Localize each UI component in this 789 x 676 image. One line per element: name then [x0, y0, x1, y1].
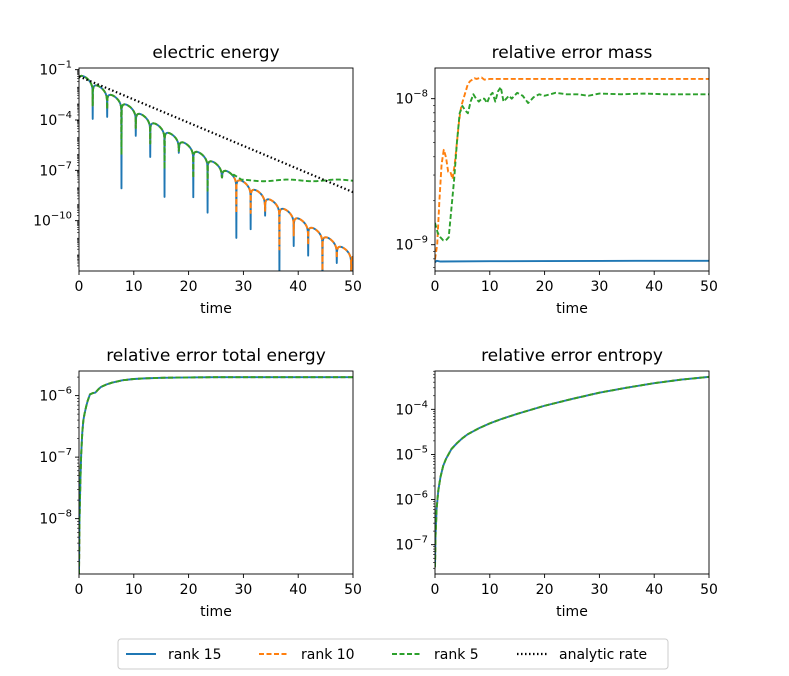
- x-tick-label: 40: [645, 279, 663, 295]
- y-tick-label: 10−10: [33, 211, 72, 230]
- x-axis-label: time: [556, 604, 588, 620]
- y-tick-label: 10−8: [39, 509, 72, 528]
- x-axis-label: time: [200, 604, 232, 620]
- x-tick-label: 40: [289, 582, 307, 598]
- series-line-rank-10: [435, 76, 709, 260]
- x-tick-label: 20: [180, 582, 198, 598]
- series-line-rank-10: [435, 375, 709, 568]
- series-line-rank-15: [79, 376, 353, 574]
- legend-label: rank 15: [168, 647, 222, 663]
- series-group: [435, 76, 709, 263]
- legend-entry-rank-5: rank 5: [392, 647, 479, 663]
- y-tick-label: 10−7: [39, 160, 72, 179]
- x-axis-label: time: [556, 301, 588, 317]
- series-line-analytic-rate: [79, 75, 353, 194]
- series-group: [79, 376, 353, 574]
- subplot-title: electric energy: [152, 43, 279, 63]
- x-tick-label: 50: [700, 582, 718, 598]
- y-tick-label: 10−5: [395, 444, 428, 463]
- axes-frame: [78, 67, 354, 272]
- subplot-title: relative error total energy: [106, 346, 326, 366]
- x-tick-label: 30: [234, 582, 252, 598]
- x-tick-label: 10: [125, 582, 143, 598]
- subplot-title: relative error entropy: [481, 346, 663, 366]
- x-tick-label: 10: [481, 279, 499, 295]
- x-tick-label: 30: [234, 279, 252, 295]
- series-line-rank-5: [435, 86, 709, 242]
- x-tick-label: 20: [536, 582, 554, 598]
- y-tick-label: 10−6: [395, 490, 428, 509]
- x-tick-label: 0: [75, 582, 84, 598]
- series-line-rank-5: [79, 74, 353, 192]
- series-line-rank-15: [435, 259, 709, 263]
- x-tick-label: 30: [590, 582, 608, 598]
- x-tick-label: 0: [431, 582, 440, 598]
- x-tick-label: 10: [481, 582, 499, 598]
- y-tick-label: 10−6: [39, 386, 72, 405]
- series-line-rank-15: [79, 74, 353, 271]
- x-tick-label: 20: [536, 279, 554, 295]
- x-tick-label: 40: [289, 279, 307, 295]
- y-tick-label: 10−4: [39, 110, 72, 129]
- legend-label: rank 5: [434, 647, 479, 663]
- series-group: [435, 375, 709, 568]
- legend-entry-analytic-rate: analytic rate: [517, 647, 647, 663]
- axes-frame: [78, 370, 354, 575]
- series-line-rank-15: [435, 375, 709, 568]
- subplot-2: relative error mass 0 10 20 30 40 50 10−8 10−9 ti…: [395, 43, 717, 317]
- x-tick-label: 50: [344, 582, 362, 598]
- subplot-4: relative error entropy 0 10 20 30 40 50 10−4 10−…: [395, 346, 717, 620]
- legend: rank 15 rank 10 rank 5 analytic rate: [117, 638, 669, 670]
- y-tick-label: 10−9: [395, 235, 428, 254]
- x-tick-label: 50: [344, 279, 362, 295]
- y-tick-label: 10−8: [395, 89, 428, 108]
- series-line-rank-5: [79, 376, 353, 574]
- y-tick-label: 10−1: [39, 60, 72, 79]
- axes-frame: [434, 370, 710, 575]
- y-tick-label: 10−7: [395, 535, 428, 554]
- series-line-rank-5: [435, 375, 709, 568]
- x-tick-label: 0: [75, 279, 84, 295]
- x-tick-label: 0: [431, 279, 440, 295]
- x-tick-label: 10: [125, 279, 143, 295]
- subplot-grid: electric energy 0 10 20 30 40 50 10−1 10−4 10−7 10…: [33, 43, 718, 620]
- subplot-title: relative error mass: [492, 43, 653, 63]
- legend-label: analytic rate: [559, 647, 647, 663]
- x-tick-label: 50: [700, 279, 718, 295]
- x-tick-label: 30: [590, 279, 608, 295]
- subplot-3: relative error total energy 0 10 20 30 40 50 10…: [39, 346, 361, 620]
- legend-entry-rank-10: rank 10: [259, 647, 355, 663]
- y-tick-label: 10−7: [39, 447, 72, 466]
- legend-entry-rank-15: rank 15: [126, 647, 222, 663]
- subplot-1: electric energy 0 10 20 30 40 50 10−1 10−4 10−7 10…: [33, 43, 362, 317]
- y-tick-label: 10−4: [395, 399, 428, 418]
- series-line-rank-10: [79, 376, 353, 574]
- x-tick-label: 20: [180, 279, 198, 295]
- x-tick-label: 40: [645, 582, 663, 598]
- series-group: [79, 74, 353, 271]
- x-axis-label: time: [200, 301, 232, 317]
- axes-frame: [434, 67, 710, 272]
- legend-label: rank 10: [301, 647, 355, 663]
